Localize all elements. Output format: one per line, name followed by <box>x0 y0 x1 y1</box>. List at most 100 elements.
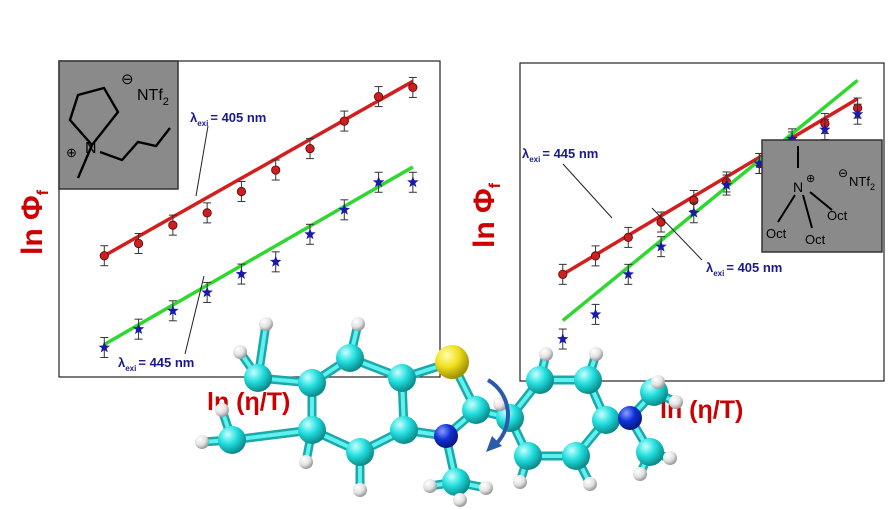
data-point-star <box>372 176 385 188</box>
atom-c <box>298 416 326 444</box>
left-chart: N ⊕ ⊖ NTf2 λexi = 405 nm λexi = 445 nm ln … <box>16 60 441 416</box>
left-inset-anion: NTf2 <box>137 87 169 108</box>
atom-n <box>618 406 642 430</box>
data-point-star <box>819 123 831 135</box>
data-point-circle <box>558 269 568 279</box>
atom-h <box>583 477 597 491</box>
atom-c <box>298 369 326 397</box>
data-point-star <box>407 176 419 188</box>
data-point-circle <box>99 251 109 261</box>
pyrrolidinium-structure <box>68 86 171 179</box>
data-point-star <box>132 323 145 334</box>
atom-c <box>636 438 664 466</box>
data-point-circle <box>133 238 144 249</box>
atom-h <box>195 435 209 449</box>
data-point-star <box>98 341 110 353</box>
atom-c <box>442 468 470 496</box>
atom-c <box>514 442 542 470</box>
atom-h <box>663 451 677 465</box>
data-point-star <box>851 108 864 120</box>
left-inset-box <box>58 60 179 190</box>
rotation-arrow <box>486 378 510 446</box>
atom-s <box>435 345 469 379</box>
left-ylabel: ln Φf <box>16 189 52 255</box>
molecule-model <box>195 317 683 507</box>
left-annotation-445: λexi = 445 nm <box>118 355 194 373</box>
right-inset-n: N <box>793 179 803 195</box>
left-arrow-445 <box>184 275 205 355</box>
data-point-circle <box>623 232 633 242</box>
left-chart-marks <box>98 76 419 359</box>
atom-c <box>336 344 364 372</box>
atom-h <box>633 467 647 481</box>
left-inset-plus: ⊕ <box>66 145 77 160</box>
left-inset-minus: ⊖ <box>121 71 134 88</box>
data-point-circle <box>339 116 349 126</box>
data-point-star <box>235 268 248 279</box>
atom-c <box>390 416 418 444</box>
data-point-circle <box>305 144 315 154</box>
data-point-star <box>720 179 733 190</box>
left-annotation-405: λexi = 405 nm <box>190 110 266 128</box>
data-point-circle <box>271 165 281 175</box>
atom-c <box>346 438 374 466</box>
atom-c <box>526 366 554 394</box>
fit-line-left-1 <box>103 165 414 346</box>
right-annotation-405: λexi = 405 nm <box>706 260 782 278</box>
data-point-star <box>589 308 602 320</box>
data-point-star <box>622 268 634 280</box>
right-chart-marks <box>557 78 864 350</box>
data-point-star <box>201 286 213 298</box>
left-inset: N ⊕ ⊖ NTf2 <box>58 60 179 190</box>
right-chart: N ⊕ ⊖ NTf2 Oct Oct Oct λexi = 445 nm λexi… <box>468 62 885 424</box>
data-point-star <box>167 304 179 316</box>
right-ylabel: ln Φf <box>468 182 504 248</box>
right-inset-oct-1: Oct <box>827 208 848 223</box>
atom-h <box>453 493 467 507</box>
right-inset-plus: ⊕ <box>806 173 815 185</box>
data-point-star <box>753 157 765 169</box>
atom-c <box>562 442 590 470</box>
atom-h <box>589 347 603 361</box>
atom-h <box>651 375 665 389</box>
data-point-circle <box>590 251 601 261</box>
data-point-circle <box>656 217 666 227</box>
data-point-star <box>688 206 700 218</box>
fit-line-right-1 <box>561 78 859 322</box>
atom-h <box>539 347 553 361</box>
data-point-star <box>338 203 350 215</box>
atom-h <box>513 475 527 489</box>
right-inset-anion: NTf2 <box>849 174 875 192</box>
right-inset-box <box>761 139 883 253</box>
data-point-star <box>270 255 282 267</box>
data-point-circle <box>202 208 212 218</box>
data-point-circle <box>373 92 384 102</box>
right-inset-oct-3: Oct <box>805 232 826 247</box>
ammonium-structure <box>777 146 833 229</box>
atom-c <box>388 364 416 392</box>
atom-h <box>353 483 367 497</box>
atom-c <box>462 396 490 424</box>
right-inset: N ⊕ ⊖ NTf2 Oct Oct Oct <box>761 139 883 253</box>
data-point-circle <box>168 220 178 230</box>
atom-n <box>434 424 458 448</box>
left-arrow-405 <box>195 125 209 197</box>
atom-c <box>496 404 524 432</box>
fit-line-left-0 <box>103 79 414 258</box>
atom-c <box>244 364 272 392</box>
atom-h <box>351 317 365 331</box>
rotation-arrow-head <box>486 436 502 452</box>
data-point-star <box>655 240 667 252</box>
atom-c <box>574 366 602 394</box>
data-point-circle <box>408 82 418 93</box>
right-arrow-405 <box>651 207 703 261</box>
right-annotation-445: λexi = 445 nm <box>522 146 598 164</box>
right-arrow-445 <box>562 163 613 219</box>
atom-h <box>669 395 683 409</box>
atom-h <box>423 479 437 493</box>
atom-h <box>259 317 273 331</box>
data-point-star <box>304 228 316 240</box>
atom-h <box>215 403 229 417</box>
right-inset-minus: ⊖ <box>838 166 848 180</box>
